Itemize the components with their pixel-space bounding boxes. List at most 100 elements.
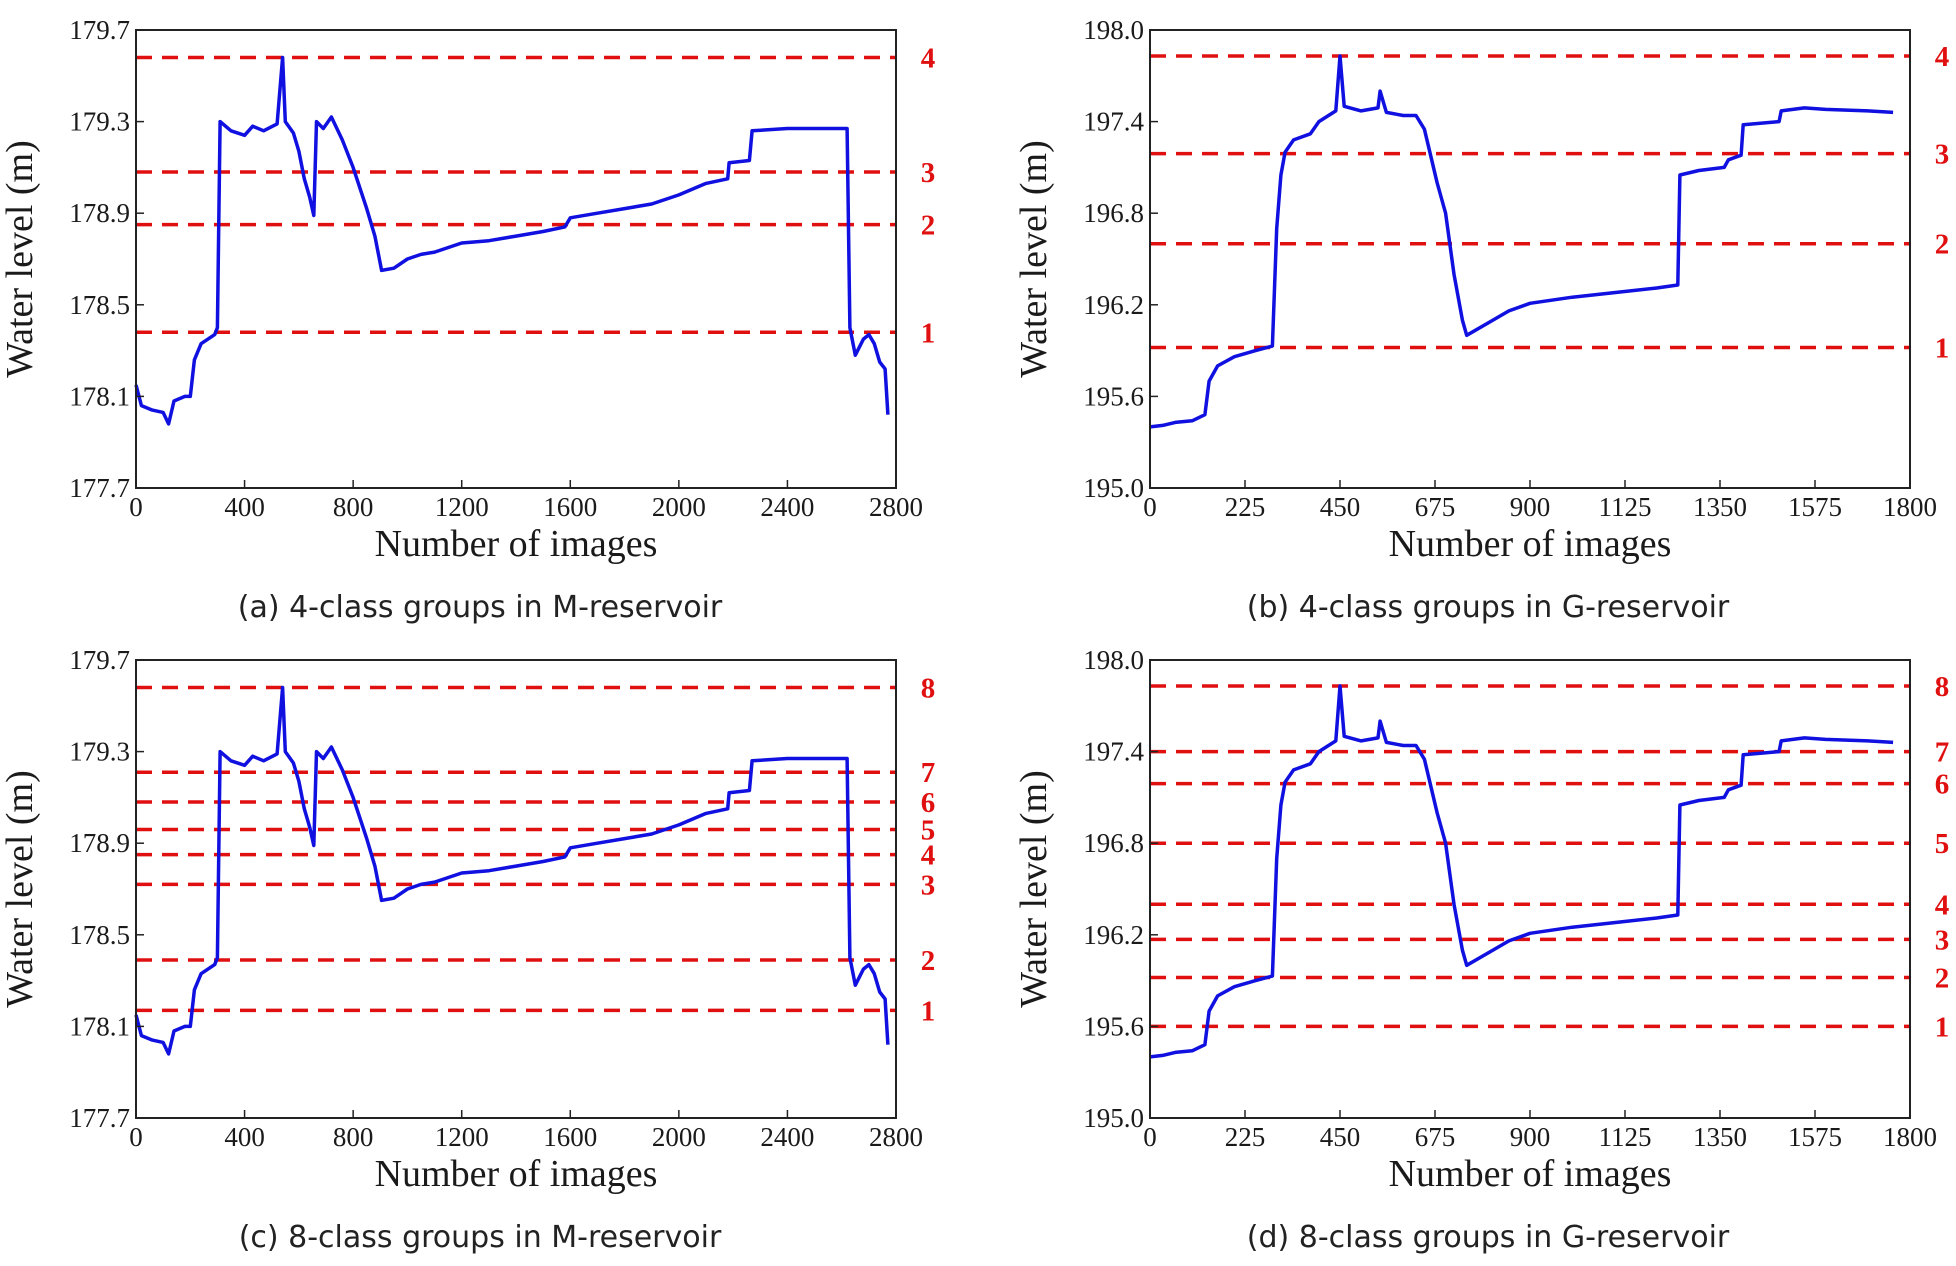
plot-frame [1149,659,1911,1119]
panel-caption: (a) 4-class groups in M-reservoir [237,590,723,625]
y-axis-label: Water level (m) [0,770,41,1007]
x-axis-label: Number of images [1389,1153,1672,1195]
x-tick-label: 1350 [1693,492,1747,522]
y-tick-label: 179.7 [69,15,130,45]
y-tick-label: 196.8 [1083,828,1144,858]
x-tick-label: 1125 [1599,492,1652,522]
x-tick-label: 1200 [435,492,489,522]
class-label: 3 [921,157,936,189]
plot-frame [135,659,897,1119]
class-label: 7 [921,757,936,789]
class-label: 2 [1935,963,1950,995]
x-tick-label: 800 [333,492,374,522]
y-tick-label: 178.5 [69,920,130,950]
x-tick-label: 1800 [1883,1122,1937,1152]
y-tick-label: 195.6 [1083,1011,1144,1041]
y-tick-label: 198.0 [1083,645,1144,675]
y-tick-label: 195.0 [1083,473,1144,503]
class-label: 4 [921,42,936,74]
water-level-series [134,685,890,1056]
y-axis-label: Water level (m) [1013,140,1055,377]
class-label: 5 [1935,828,1950,860]
y-axis-label: Water level (m) [1013,770,1055,1007]
panel-caption: (b) 4-class groups in G-reservoir [1246,590,1730,625]
x-tick-label: 675 [1415,492,1456,522]
class-label: 1 [1935,333,1950,365]
y-tick-label: 196.2 [1083,290,1144,320]
x-axis-label: Number of images [375,523,658,565]
x-axis-label: Number of images [375,1153,658,1195]
x-tick-label: 225 [1225,1122,1266,1152]
water-level-series [1149,54,1894,429]
x-tick-label: 400 [224,492,265,522]
class-label: 3 [921,869,936,901]
x-tick-label: 1350 [1693,1122,1747,1152]
chart-panel-2: 0 225 450 675 900 1125 1350 1575 1800 195.0 195.6 1… [1013,15,1950,565]
class-label: 7 [1935,737,1950,769]
x-tick-label: 675 [1415,1122,1456,1152]
panel-caption: (d) 8-class groups in G-reservoir [1246,1220,1730,1255]
class-label: 2 [921,945,936,977]
y-tick-label: 178.1 [69,381,130,411]
y-tick-label: 197.4 [1083,107,1144,137]
chart-panel-1: 0 400 800 1200 1600 2000 2400 2800 177.7 178.1 178… [0,15,936,565]
x-tick-label: 400 [224,1122,265,1152]
x-tick-label: 1125 [1599,1122,1652,1152]
chart-panel-4: 0 225 450 675 900 1125 1350 1575 1800 195.0 195.6 1… [1013,645,1950,1195]
x-tick-label: 2800 [869,1122,923,1152]
y-tick-label: 177.7 [69,473,130,503]
x-tick-label: 225 [1225,492,1266,522]
y-tick-label: 196.2 [1083,920,1144,950]
x-tick-label: 0 [1143,492,1157,522]
y-tick-label: 196.8 [1083,198,1144,228]
y-tick-label: 195.6 [1083,381,1144,411]
class-label: 1 [921,995,936,1027]
class-label: 3 [1935,924,1950,956]
class-label: 2 [1935,229,1950,261]
y-tick-label: 179.3 [69,107,130,137]
y-tick-label: 178.9 [69,828,130,858]
x-tick-label: 0 [129,1122,143,1152]
y-tick-label: 198.0 [1083,15,1144,45]
x-tick-label: 1600 [543,1122,597,1152]
class-label: 4 [1935,41,1950,73]
x-tick-label: 450 [1320,1122,1361,1152]
class-label: 5 [921,814,936,846]
x-tick-label: 2000 [652,1122,706,1152]
x-tick-label: 1575 [1788,1122,1842,1152]
panel-caption: (c) 8-class groups in M-reservoir [238,1220,722,1255]
class-label: 4 [1935,889,1950,921]
x-tick-label: 0 [1143,1122,1157,1152]
x-tick-label: 2400 [760,492,814,522]
class-label: 1 [921,317,936,349]
chart-panel-3: 0 400 800 1200 1600 2000 2400 2800177.7178.1178… [0,645,936,1195]
class-label: 4 [921,840,936,872]
y-tick-label: 195.0 [1083,1103,1144,1133]
x-tick-label: 900 [1510,1122,1551,1152]
water-level-series [134,55,890,426]
y-tick-label: 177.7 [69,1103,130,1133]
x-tick-label: 1800 [1883,492,1937,522]
y-tick-label: 178.1 [69,1011,130,1041]
x-tick-label: 2400 [760,1122,814,1152]
x-axis-label: Number of images [1389,523,1672,565]
water-level-series [1149,684,1894,1059]
x-tick-label: 450 [1320,492,1361,522]
x-tick-label: 2000 [652,492,706,522]
y-tick-label: 178.5 [69,290,130,320]
x-tick-label: 1575 [1788,492,1842,522]
x-tick-label: 2800 [869,492,923,522]
class-label: 8 [921,672,936,704]
class-label: 6 [921,787,936,819]
plot-frame [135,29,897,489]
y-tick-label: 179.7 [69,645,130,675]
plot-frame [1149,29,1911,489]
class-label: 8 [1935,671,1950,703]
class-label: 3 [1935,139,1950,171]
class-label: 2 [921,210,936,242]
y-tick-label: 197.4 [1083,737,1144,767]
y-axis-label: Water level (m) [0,140,41,377]
x-tick-label: 800 [333,1122,374,1152]
class-label: 1 [1935,1011,1950,1043]
